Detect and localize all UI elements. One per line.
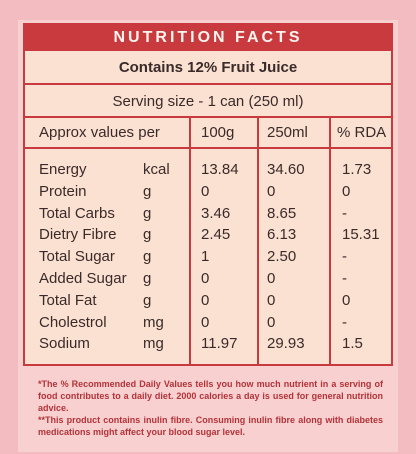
column-header-row: Approx values per 100g 250ml % RDA [25, 118, 391, 149]
nutrition-title: NUTRITION FACTS [23, 23, 393, 51]
nutrient-unit: g [143, 182, 152, 200]
value-250ml: 2.50 [267, 248, 297, 266]
column-divider [189, 118, 191, 364]
nutrient-name: Total Fat [39, 291, 97, 309]
value-250ml: 34.60 [267, 161, 305, 178]
nutrient-name: Cholestrol [39, 313, 107, 331]
value-100g: 1 [201, 248, 210, 266]
serving-size: Serving size - 1 can (250 ml) [25, 85, 391, 118]
column-divider [257, 118, 259, 364]
value-100g: 0 [201, 313, 210, 331]
value-100g: 11.97 [201, 335, 238, 353]
nutrient-row: Cholestrol mg 0 0 - [25, 312, 391, 334]
nutrient-name: Dietry Fibre [39, 226, 117, 244]
value-rda: 0 [342, 182, 351, 200]
nutrient-unit: g [143, 248, 152, 266]
nutrient-unit: g [143, 204, 152, 222]
value-250ml: 6.13 [267, 226, 297, 244]
value-250ml: 8.65 [267, 204, 297, 222]
header-rda: % RDA [337, 124, 387, 141]
nutrient-row: Added Sugar g 0 0 - [25, 268, 391, 290]
value-250ml: 29.93 [267, 335, 305, 353]
nutrient-unit: mg [143, 335, 164, 353]
footnotes: *The % Recommended Daily Values tells yo… [38, 378, 383, 438]
nutrient-name: Total Sugar [39, 248, 115, 266]
value-rda: - [342, 204, 347, 222]
header-label: Approx values per [39, 124, 160, 141]
value-rda: 1.73 [342, 161, 372, 178]
value-100g: 2.45 [201, 226, 231, 244]
nutrient-unit: kcal [143, 161, 170, 178]
footnote-rda: *The % Recommended Daily Values tells yo… [38, 379, 383, 413]
nutrient-name: Energy [39, 161, 87, 178]
value-rda: 0 [342, 291, 351, 309]
value-rda: 1.5 [342, 335, 363, 353]
nutrient-name: Added Sugar [39, 270, 127, 287]
value-100g: 0 [201, 182, 210, 200]
nutrient-row: Total Carbs g 3.46 8.65 - [25, 203, 391, 225]
value-250ml: 0 [267, 313, 276, 331]
nutrient-name: Sodium [39, 335, 90, 353]
value-rda: - [342, 313, 347, 331]
value-250ml: 0 [267, 291, 276, 309]
header-250ml: 250ml [267, 124, 308, 141]
nutrient-name: Protein [39, 182, 87, 200]
nutrition-table: Contains 12% Fruit Juice Serving size - … [23, 51, 393, 366]
juice-content: Contains 12% Fruit Juice [25, 51, 391, 85]
nutrient-row: Total Fat g 0 0 0 [25, 290, 391, 312]
nutrient-unit: g [143, 270, 152, 287]
value-rda: - [342, 270, 347, 287]
nutrient-unit: g [143, 226, 152, 244]
value-100g: 3.46 [201, 204, 231, 222]
value-100g: 13.84 [201, 161, 239, 178]
nutrient-row: Energy kcal 13.84 34.60 1.73 [25, 159, 391, 181]
nutrient-row: Sodium mg 11.97 29.93 1.5 [25, 333, 391, 355]
value-100g: 0 [201, 291, 210, 309]
nutrient-row: Dietry Fibre g 2.45 6.13 15.31 [25, 224, 391, 246]
column-divider [329, 118, 331, 364]
value-250ml: 0 [267, 270, 276, 287]
value-250ml: 0 [267, 182, 276, 200]
nutrient-row: Total Sugar g 1 2.50 - [25, 246, 391, 268]
nutrient-unit: g [143, 291, 152, 309]
footnote-inulin: **This product contains inulin fibre. Co… [38, 415, 383, 437]
value-rda: - [342, 248, 347, 266]
nutrient-unit: mg [143, 313, 164, 331]
value-rda: 15.31 [342, 226, 380, 244]
value-100g: 0 [201, 270, 210, 287]
nutrient-name: Total Carbs [39, 204, 115, 222]
header-100g: 100g [201, 124, 235, 141]
nutrient-row: Protein g 0 0 0 [25, 181, 391, 203]
